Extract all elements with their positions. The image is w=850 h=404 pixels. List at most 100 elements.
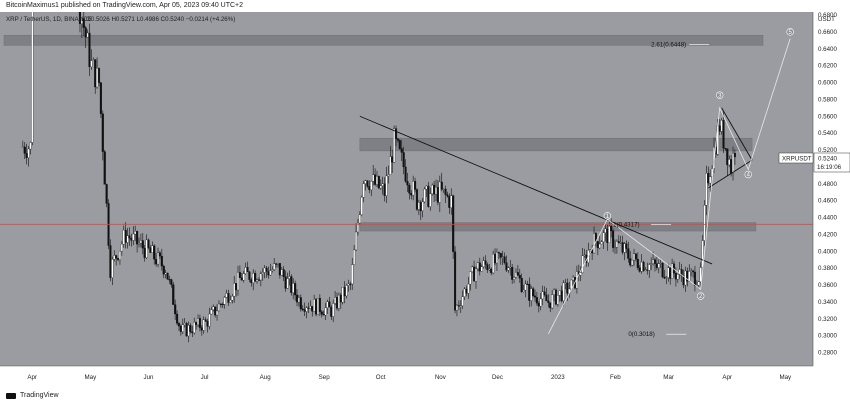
candle-body-99 [210,309,213,315]
price-tick-label: 0.5600 [818,113,837,120]
candle-body-1 [23,146,26,154]
time-tick-label: Dec [492,374,503,381]
time-tick-label: Apr [722,374,732,381]
candle-body-265 [526,283,529,285]
candle-body-356 [699,267,702,283]
candle-body-65 [145,239,148,258]
candle-body-316 [623,243,626,253]
tradingview-footer[interactable]: TradingView [0,388,850,404]
candle-body-360 [707,173,710,184]
candle-body-172 [349,283,352,285]
candle-body-315 [621,242,624,253]
symbol-legend[interactable]: XRP / TetherUS, 1D, BINANCE O0.5026 H0.5… [6,16,235,23]
candle-body-192 [387,174,390,177]
candle-body-351 [690,270,693,272]
candle-body-141 [290,276,293,293]
candle-body-340 [669,267,672,279]
price-tag[interactable]: XRPUSDT 0.5240 16:19:06 [778,152,850,173]
candle-body-294 [581,255,584,273]
candle-body-322 [634,253,637,260]
candle-body-207 [415,189,419,210]
candle-body-59 [134,231,137,235]
candle-body-88 [189,325,192,332]
symbol-name: XRP / TetherUS, 1D, BINANCE [6,16,92,23]
candle-body-54 [124,229,127,243]
candle-body-35 [88,32,91,67]
candle-body-83 [179,325,182,332]
candle-body-243 [484,260,487,265]
candle-body-281 [556,295,559,305]
candle-body-114 [238,272,241,278]
candle-body-229 [457,305,460,307]
candle-body-238 [474,268,478,282]
price-tick-label: 0.5800 [818,96,837,103]
time-tick-label: Apr [27,374,37,381]
candle-body-276 [547,300,550,303]
candle-body-177 [358,214,361,224]
candle-body-115 [240,277,243,281]
candle-body-344 [676,274,679,280]
tradingview-brand: TradingView [20,392,59,399]
candle-body-198 [398,140,401,149]
candle-body-90 [193,322,196,334]
candle-body-233 [465,288,468,294]
candle-body-235 [469,271,472,285]
candle-body-34 [86,32,89,38]
candle-body-306 [604,228,607,233]
price-chart[interactable]: 2.61(0.6448) 1(0.4317) 0(0.3018) 1 2 3 4 5 0.6… [0,12,850,388]
candle-body-307 [606,228,609,243]
price-axis[interactable]: 0.6800 0.6600 0.6400 0.6200 0.6000 0.5800 0.56… [818,12,837,357]
candle-body-159 [324,307,327,316]
time-axis[interactable]: Apr May Jun Jul Aug Sep Oct Nov Dec 2023 Feb Mar Apr… [27,374,792,381]
candle-body-204 [410,192,413,196]
candle-body-339 [667,267,670,278]
candle-body-211 [423,188,426,203]
wave-marker-2 [696,292,705,300]
price-tag-box [813,152,850,173]
candle-body-37 [92,59,95,61]
candle-body-350 [688,271,691,282]
price-tick-label: 0.6200 [818,63,837,70]
candle-body-82 [177,323,181,327]
candle-body-97 [206,321,209,327]
candle-body-81 [176,313,179,324]
candle-body-219 [438,181,441,203]
price-tick-label: 0.3800 [818,265,837,272]
candle-body-199 [400,148,403,153]
price-tag-symbol-box [778,152,814,164]
candle-body-329 [648,264,651,271]
candle-body-131 [271,269,274,271]
candle-body-85 [183,323,186,325]
candle-body-68 [151,245,154,253]
candle-body-262 [520,277,523,292]
candle-body-184 [372,174,375,182]
candle-body-165 [335,297,339,309]
candle-body-58 [132,233,135,241]
candle-body-314 [619,242,622,244]
candle-body-277 [549,302,552,309]
candle-body-372 [730,159,733,174]
candle-body-64 [143,248,146,258]
candle-body-258 [513,277,516,280]
wave-label-1: 1 [606,214,610,220]
candle-body-361 [709,176,712,184]
candle-body-242 [482,260,485,267]
candle-body-113 [236,272,240,291]
candle-body-240 [478,262,481,272]
candle-body-176 [356,222,359,233]
candle-body-332 [653,259,657,264]
candle-body-353 [693,271,697,286]
candle-body-116 [242,273,245,281]
candle-body-104 [219,303,222,305]
candle-body-359 [705,173,708,206]
candle-body-328 [646,269,649,271]
candle-body-92 [196,318,200,326]
candle-body-230 [459,305,462,307]
candle-body-318 [627,248,630,259]
candle-body-143 [294,283,297,296]
candle-body-285 [564,282,567,284]
zones-layer [3,35,764,232]
candle-body-168 [341,287,344,303]
candle-body-80 [174,304,177,315]
price-tick-label: 0.6600 [818,29,837,36]
